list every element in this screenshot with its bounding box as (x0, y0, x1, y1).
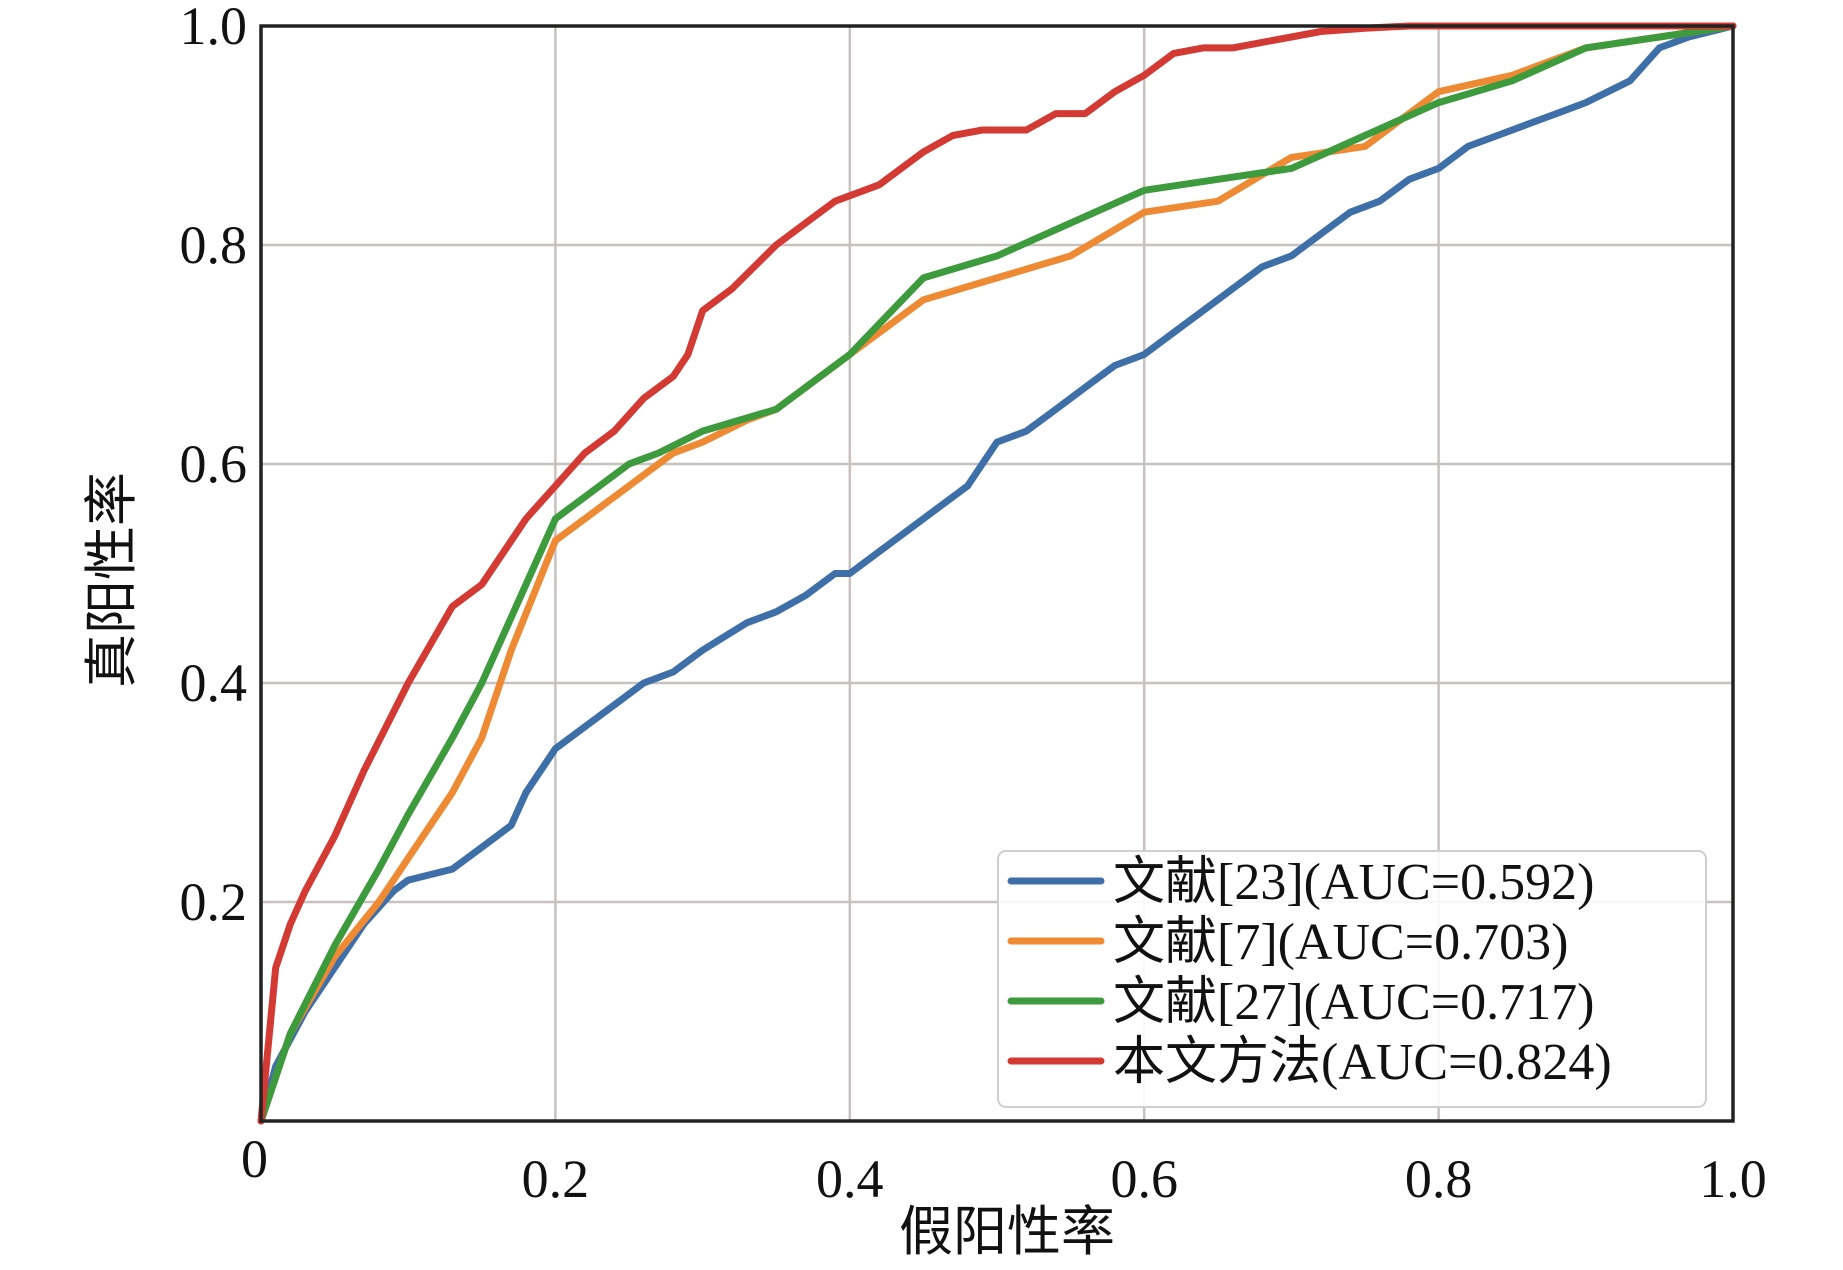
series-line-4 (257, 22, 1737, 1125)
series-line-3 (257, 22, 1737, 1125)
x-tick-label: 0.6 (1110, 1149, 1178, 1209)
x-tick-label: 0.8 (1405, 1149, 1473, 1209)
legend: 文献[23](AUC=0.592)文献[7](AUC=0.703)文献[27](… (997, 850, 1707, 1108)
legend-label-1: 文献[23](AUC=0.592) (1113, 854, 1594, 911)
x-tick-label: 1.0 (1699, 1149, 1767, 1209)
x-tick-label: 0.4 (816, 1149, 884, 1209)
series-line-1 (257, 22, 1737, 1125)
y-axis-title: 真阳性率 (80, 472, 143, 688)
x-axis-title: 假阳性率 (899, 1200, 1115, 1263)
plot-frame (259, 24, 1735, 1123)
y-axis-ticks: 0.2 0.4 0.6 0.8 1.0 (180, 0, 248, 932)
y-tick-label: 0.8 (180, 215, 248, 275)
y-tick-label: 0.4 (180, 653, 248, 713)
x-tick-label: 0.2 (522, 1149, 590, 1209)
x-axis-ticks: 0 0.2 0.4 0.6 0.8 1.0 (241, 1129, 1767, 1209)
series-lines (257, 22, 1737, 1125)
y-tick-label: 0.2 (180, 872, 248, 932)
legend-box (997, 850, 1707, 1108)
legend-label-3: 文献[27](AUC=0.717) (1113, 974, 1594, 1031)
y-tick-label: 0.6 (180, 434, 248, 494)
legend-label-2: 文献[7](AUC=0.703) (1113, 914, 1568, 971)
x-tick-label: 0 (241, 1129, 268, 1189)
legend-label-4: 本文方法(AUC=0.824) (1113, 1034, 1612, 1091)
y-tick-label: 1.0 (180, 0, 248, 56)
legend-items: 文献[23](AUC=0.592)文献[7](AUC=0.703)文献[27](… (1007, 854, 1612, 1091)
